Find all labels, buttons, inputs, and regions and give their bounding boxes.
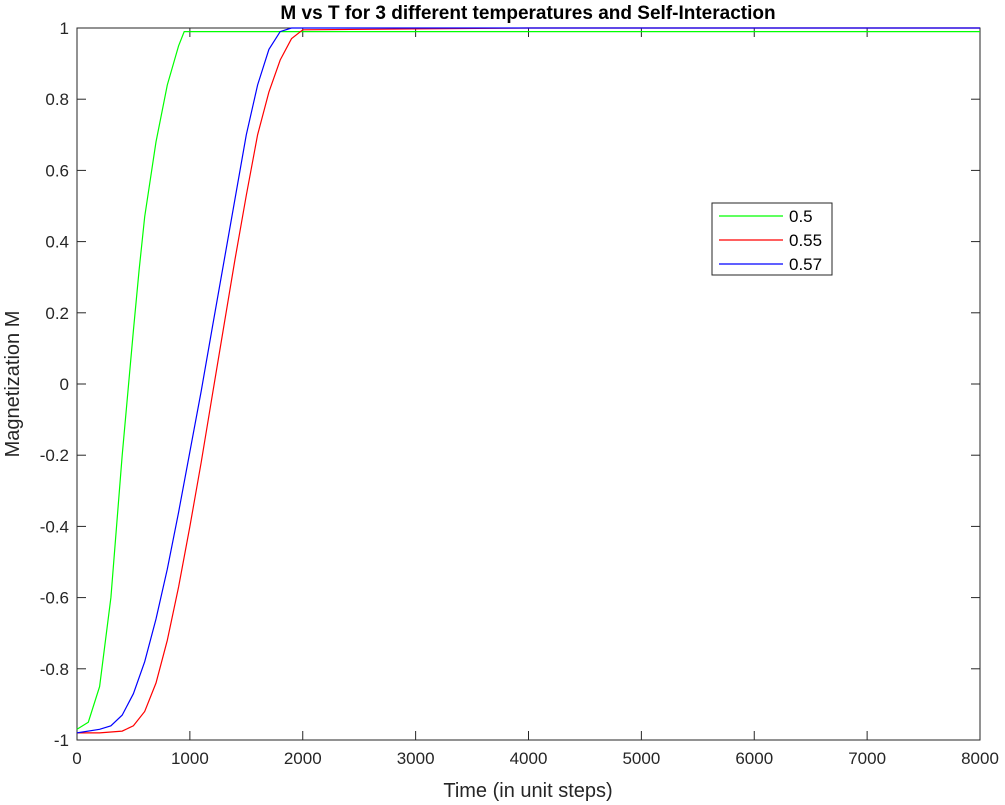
x-tick-label: 3000 [397, 749, 435, 768]
series-line-0.55 [77, 27, 980, 734]
series-line-0.5 [76, 31, 980, 730]
legend-label: 0.5 [789, 207, 813, 226]
x-tick-label: 5000 [622, 749, 660, 768]
x-tick-label: 2000 [284, 749, 322, 768]
x-tick-label: 1000 [171, 749, 209, 768]
x-axis-label: Time (in unit steps) [443, 780, 612, 802]
y-axis-label: Magnetization M [2, 311, 24, 458]
x-axis: 0 1000 2000 3000 4000 5000 6000 7000 8000 [72, 28, 999, 768]
chart-title: M vs T for 3 different temperatures and … [280, 3, 775, 24]
series-line-0.57 [76, 27, 980, 734]
y-tick-label: 0.8 [45, 90, 69, 109]
legend-box [711, 202, 833, 276]
y-tick-label: -0.8 [40, 660, 69, 679]
y-axis: -1 -0.8 -0.6 -0.4 -0.2 0 0.2 0.4 0.6 0.8 1 [40, 19, 980, 750]
y-tick-label: -0.6 [40, 589, 69, 608]
x-tick-label: 4000 [510, 749, 548, 768]
x-tick-label: 6000 [735, 749, 773, 768]
x-tick-label: 8000 [961, 749, 999, 768]
y-tick-label: 1 [60, 19, 69, 38]
plot-area [76, 27, 981, 741]
y-tick-label: -0.4 [40, 517, 69, 536]
y-tick-label: -0.2 [40, 446, 69, 465]
x-tick-label: 7000 [848, 749, 886, 768]
y-tick-label: 0.2 [45, 304, 69, 323]
y-tick-label: -1 [54, 731, 69, 750]
legend-label: 0.55 [789, 231, 822, 250]
legend-label: 0.57 [789, 255, 822, 274]
y-tick-label: 0 [60, 375, 69, 394]
y-tick-label: 0.6 [45, 161, 69, 180]
x-tick-label: 0 [72, 749, 81, 768]
legend: 0.5 0.55 0.57 [711, 202, 833, 276]
series-layer [76, 27, 980, 734]
y-tick-label: 0.4 [45, 233, 69, 252]
